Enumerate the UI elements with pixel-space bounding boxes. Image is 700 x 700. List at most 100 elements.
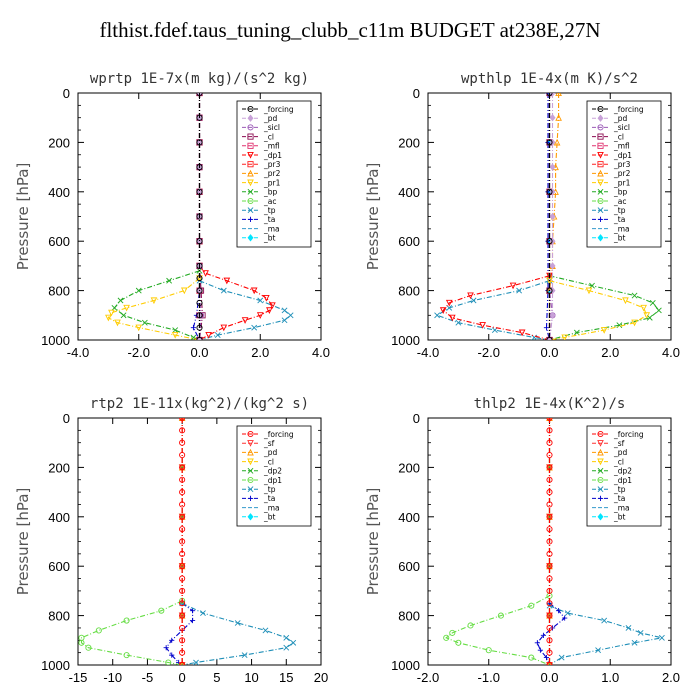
x-tick-label: 2.0 [662, 670, 680, 685]
data-point [546, 188, 553, 195]
x-tick-label: 0.0 [540, 670, 558, 685]
data-point [546, 501, 553, 508]
chart-panel-2: wpthlp 1E-4x(m K)/s^2 Pressure [hPa] 0 200 4… [364, 71, 680, 360]
y-tick-label: 800 [398, 609, 420, 624]
y-tick-label: 800 [48, 609, 70, 624]
legend-marker [247, 161, 254, 168]
legend-marker [247, 476, 254, 484]
data-point [561, 334, 569, 340]
data-point [123, 652, 130, 659]
data-point [179, 464, 186, 471]
data-point [546, 587, 553, 594]
panel-title: thlp2 1E-4x(K^2)/s [474, 396, 626, 412]
legend-marker [597, 486, 604, 493]
legend-label: _pd [613, 448, 628, 457]
legend-marker [247, 105, 254, 113]
legend-label: _ta [263, 494, 275, 503]
legend-marker [597, 216, 604, 222]
data-point [546, 418, 553, 422]
legend-label: _pr1 [613, 178, 631, 187]
data-point [111, 304, 118, 311]
series-line-pr1 [107, 277, 200, 340]
x-tick-label: -1.0 [478, 670, 500, 685]
y-tick-label: 0 [63, 86, 70, 101]
data-point [537, 647, 543, 653]
data-point [179, 451, 186, 459]
data-point [105, 314, 112, 322]
data-point [546, 526, 553, 533]
data-point [546, 637, 553, 644]
legend-label: _tp [263, 206, 276, 215]
legend-label: _ta [613, 494, 625, 503]
data-point [196, 93, 203, 97]
legend-label: _dp2 [263, 467, 282, 476]
data-point [546, 513, 553, 520]
series-line-tp [199, 280, 292, 340]
data-point [546, 612, 553, 619]
data-point [637, 629, 644, 636]
data-point [546, 336, 553, 340]
y-tick-label: 200 [48, 460, 70, 475]
legend-label: _dp1 [613, 476, 632, 485]
x-tick-label: 2.0 [251, 345, 269, 360]
y-tick-label: 1000 [41, 333, 70, 348]
series-line-tp [181, 602, 295, 665]
data-point [123, 304, 130, 312]
chart-panel-4: thlp2 1E-4x(K^2)/s Pressure [hPa] 0 200 400 6… [364, 396, 680, 685]
legend-label: _pr3 [613, 160, 631, 169]
data-point [549, 311, 556, 319]
data-point [283, 634, 290, 641]
data-point [546, 451, 553, 459]
data-point [631, 319, 638, 327]
data-point [528, 654, 535, 661]
y-tick-label: 400 [398, 185, 420, 200]
legend-marker [247, 142, 254, 149]
data-point [123, 617, 130, 624]
data-point [518, 329, 526, 337]
series-line-tp [435, 280, 550, 340]
data-point [287, 312, 294, 319]
legend-label: _ta [263, 215, 275, 224]
data-point [179, 612, 186, 619]
legend-label: _tp [263, 485, 276, 494]
legend-label: _sicl [613, 123, 630, 132]
data-point [196, 238, 203, 245]
legend-label: _tp [613, 206, 626, 215]
data-point [516, 287, 523, 294]
y-axis-label: Pressure [hPa] [14, 163, 32, 271]
data-point [179, 501, 186, 508]
x-tick-label: 10 [244, 670, 258, 685]
data-point [196, 287, 203, 294]
data-point [625, 625, 632, 631]
legend-marker [247, 513, 254, 521]
y-tick-label: 200 [48, 135, 70, 150]
legend-marker [597, 114, 604, 122]
legend-label: _bt [263, 513, 276, 522]
data-point [114, 319, 121, 327]
legend-label: _bt [263, 234, 276, 243]
x-tick-label: -4.0 [67, 345, 89, 360]
data-point [196, 324, 203, 331]
data-point [220, 324, 228, 332]
data-point [179, 476, 186, 483]
data-point [196, 336, 203, 340]
data-point [600, 327, 608, 334]
data-point [179, 418, 186, 422]
y-axis-label: Pressure [hPa] [364, 163, 382, 271]
data-point [262, 627, 269, 634]
data-point [658, 634, 665, 641]
x-tick-label: -10 [103, 670, 122, 685]
data-point [290, 639, 297, 646]
data-point [269, 302, 276, 310]
legend-marker [597, 458, 604, 466]
x-tick-label: 0.0 [540, 345, 558, 360]
data-point [546, 624, 553, 632]
data-point [283, 644, 290, 651]
data-point [546, 439, 553, 446]
legend-marker [597, 513, 604, 521]
data-point [158, 607, 165, 614]
legend-marker [597, 151, 604, 159]
data-point [117, 297, 124, 304]
legend-label: _mfl [613, 142, 630, 151]
data-point [78, 639, 85, 646]
